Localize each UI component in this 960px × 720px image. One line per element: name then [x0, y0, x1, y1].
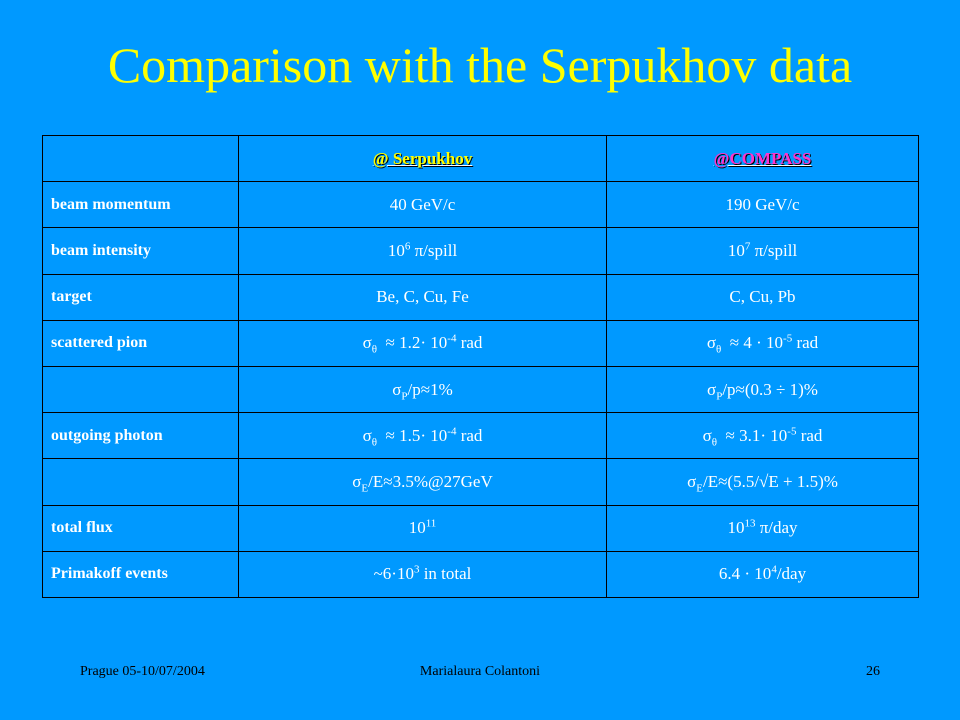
row-label: [42, 458, 239, 506]
table-row: total flux 1011 1013 π/day: [42, 504, 919, 552]
slide-title: Comparison with the Serpukhov data: [107, 37, 853, 93]
serpukhov-value: σP/p≈1%: [238, 365, 607, 414]
row-label: target: [42, 273, 239, 321]
compass-value: σE/E≈(5.5/√E + 1.5)%: [606, 458, 919, 506]
compass-value: σθ ≈ 3.1· 10-5 rad: [606, 412, 919, 460]
row-label: total flux: [42, 504, 239, 552]
table-row: beam intensity 106 π/spill 107 π/spill: [42, 227, 919, 275]
table-header-row: @ Serpukhov @COMPASS: [42, 134, 919, 183]
table-row: Primakoff events ~6·103 in total 6.4 · 1…: [42, 550, 919, 598]
table-row: σE/E≈3.5%@27GeV σE/E≈(5.5/√E + 1.5)%: [42, 458, 919, 506]
table-row: scattered pion σθ ≈ 1.2· 10-4 rad σθ ≈ 4…: [42, 319, 919, 367]
comparison-table: @ Serpukhov @COMPASS beam momentum 40 Ge…: [42, 134, 919, 598]
page-number: 26: [866, 664, 880, 679]
serpukhov-value: ~6·103 in total: [238, 550, 607, 598]
compass-value: σθ ≈ 4 · 10-5 rad: [606, 319, 919, 367]
compass-value: 6.4 · 104/day: [606, 550, 919, 598]
row-label: scattered pion: [42, 319, 239, 367]
serpukhov-value: σθ ≈ 1.2· 10-4 rad: [238, 319, 607, 367]
footer-event: Prague 05-10/07/2004: [80, 664, 205, 679]
serpukhov-value: σE/E≈3.5%@27GeV: [238, 458, 607, 506]
serpukhov-value: 1011: [238, 504, 607, 552]
serpukhov-value: σθ ≈ 1.5· 10-4 rad: [238, 412, 607, 460]
compass-value: 107 π/spill: [606, 227, 919, 275]
table-row: σP/p≈1% σP/p≈(0.3 ÷ 1)%: [42, 365, 919, 414]
row-label: [42, 365, 239, 414]
serpukhov-value: 40 GeV/c: [238, 181, 607, 229]
table-row: outgoing photon σθ ≈ 1.5· 10-4 rad σθ ≈ …: [42, 412, 919, 460]
compass-value: C, Cu, Pb: [606, 273, 919, 321]
row-label: outgoing photon: [42, 412, 239, 460]
row-label: beam momentum: [42, 181, 239, 229]
row-label: beam intensity: [42, 227, 239, 275]
compass-value: 1013 π/day: [606, 504, 919, 552]
compass-value: σP/p≈(0.3 ÷ 1)%: [606, 365, 919, 414]
header-empty-cell: [42, 134, 239, 183]
table-row: beam momentum 40 GeV/c 190 GeV/c: [42, 181, 919, 229]
row-label: Primakoff events: [42, 550, 239, 598]
header-compass: @COMPASS: [606, 134, 919, 183]
table-row: target Be, C, Cu, Fe C, Cu, Pb: [42, 273, 919, 321]
serpukhov-value: Be, C, Cu, Fe: [238, 273, 607, 321]
header-serpukhov: @ Serpukhov: [238, 134, 607, 183]
compass-value: 190 GeV/c: [606, 181, 919, 229]
serpukhov-value: 106 π/spill: [238, 227, 607, 275]
footer-author: Marialaura Colantoni: [419, 664, 541, 679]
